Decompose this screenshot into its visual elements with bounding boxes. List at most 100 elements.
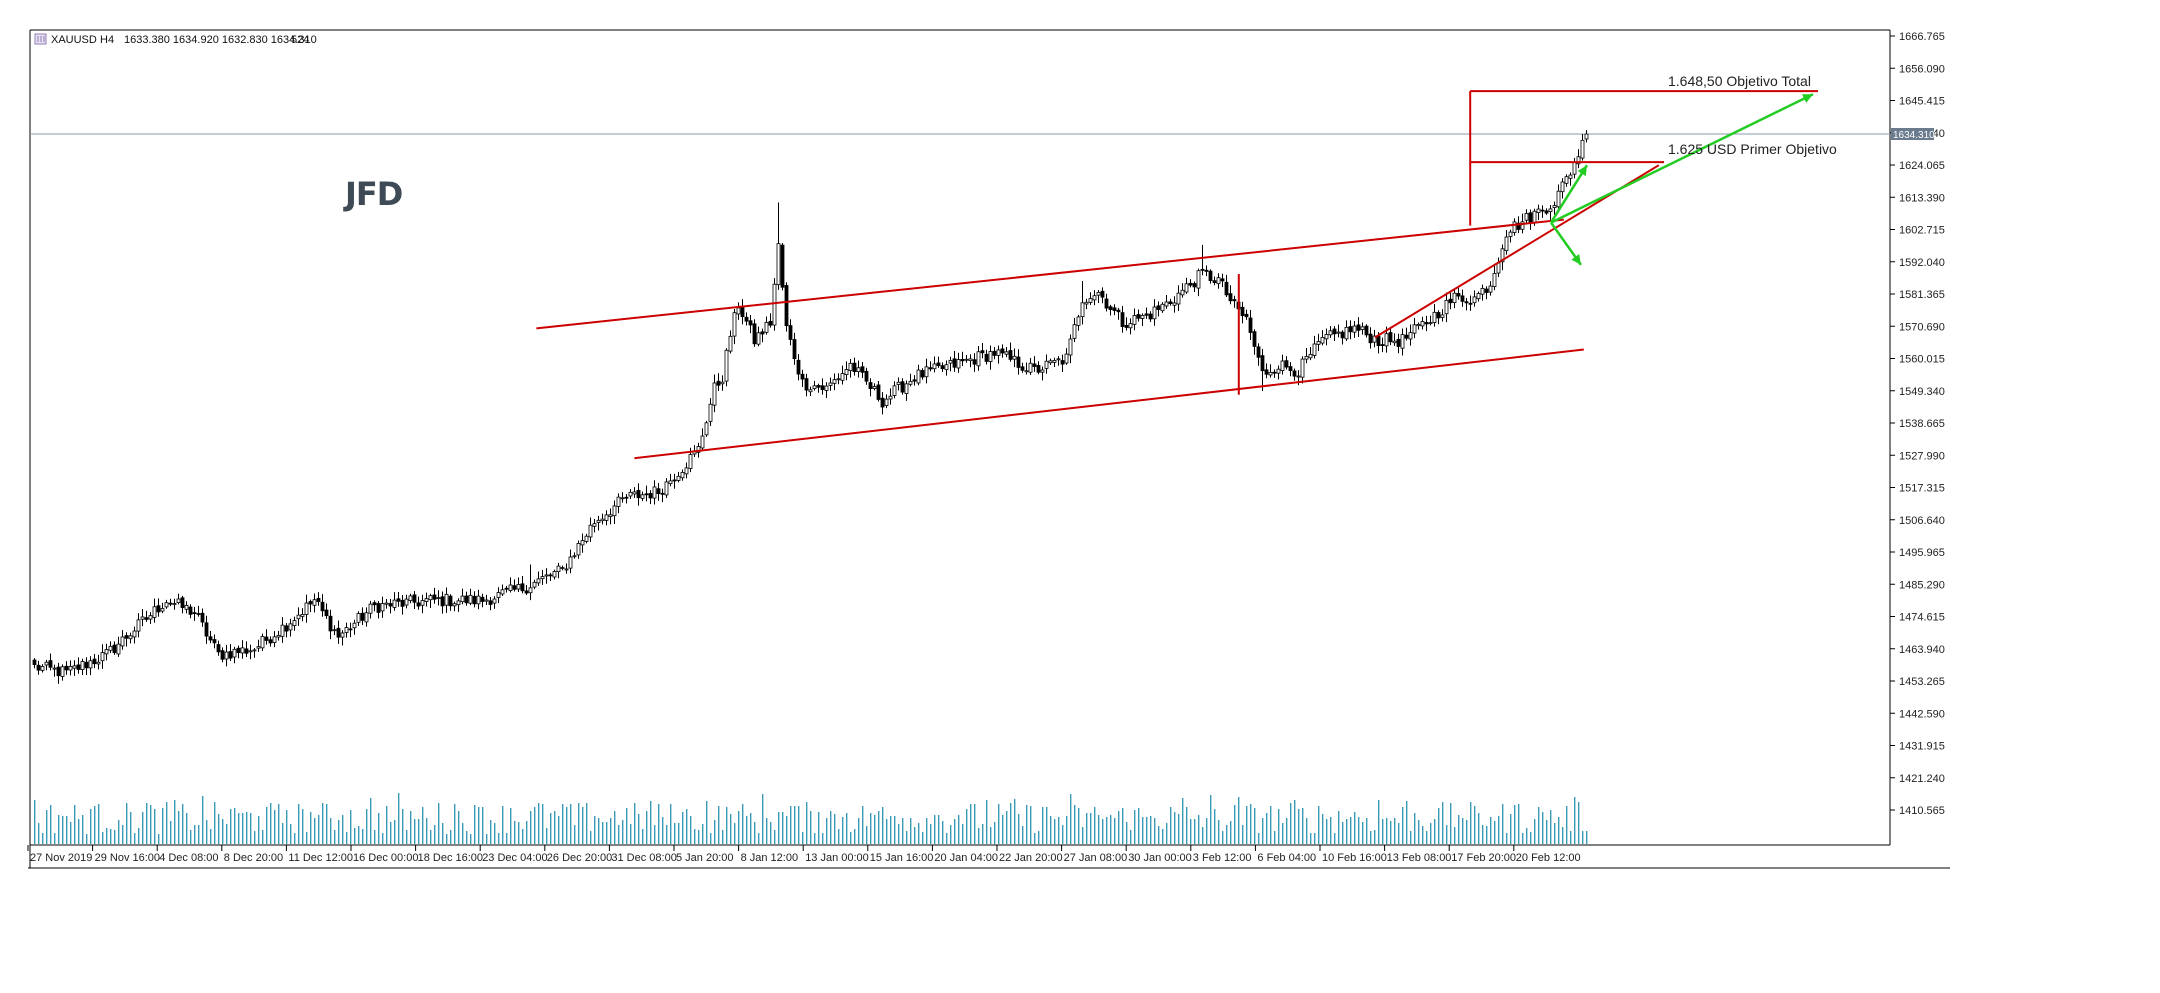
volume-bar (1426, 831, 1428, 844)
volume-bar (754, 822, 756, 844)
candle-body (1420, 321, 1425, 327)
candle-body (1332, 328, 1337, 335)
x-tick-label: 27 Jan 08:00 (1064, 852, 1128, 864)
candle-body (1360, 326, 1365, 330)
volume-bar (226, 824, 228, 844)
volume-bar (1490, 817, 1492, 844)
candle-body (176, 598, 181, 603)
volume-bar (1238, 797, 1240, 844)
candle-body (1508, 231, 1513, 237)
volume-bar (854, 829, 856, 844)
volume-bar (1558, 817, 1560, 844)
volume-bar (534, 807, 536, 844)
candle-body (224, 651, 229, 660)
candle-body (156, 605, 161, 613)
volume-bar (886, 819, 888, 844)
annotation-first-target: 1.625 USD Primer Objetivo (1668, 141, 1837, 157)
candle-body (956, 359, 961, 369)
candle-body (888, 395, 893, 400)
candle-body (1468, 302, 1473, 305)
volume-bar (1022, 826, 1024, 844)
volume-bar (274, 810, 276, 844)
candle-body (664, 481, 669, 496)
volume-bar (346, 832, 348, 844)
volume-bar (114, 830, 116, 844)
volume-bar (630, 824, 632, 844)
volume-bar (1406, 801, 1408, 844)
volume-bar (1526, 828, 1528, 844)
volume-bar (1570, 831, 1572, 844)
candle-body (1564, 176, 1569, 184)
volume-bar (1474, 806, 1476, 844)
candle-body (1240, 306, 1245, 316)
candle-body (1180, 289, 1185, 296)
volume-bar (1402, 807, 1404, 844)
candle-body (1536, 208, 1541, 213)
volume-bar (1374, 830, 1376, 844)
candle-body (556, 565, 561, 573)
volume-bar (858, 818, 860, 844)
volume-bar (774, 830, 776, 844)
volume-bar (1510, 814, 1512, 844)
candle-body (840, 373, 845, 381)
volume-bar (658, 804, 660, 844)
candle-body (1480, 287, 1485, 295)
volume-bar (1438, 808, 1440, 844)
candle-body (900, 381, 905, 393)
volume-bar (1038, 831, 1040, 844)
volume-bar (1298, 809, 1300, 844)
candle-body (204, 622, 209, 637)
y-tick-label: 1581.365 (1899, 289, 1945, 301)
volume-bar (682, 812, 684, 844)
volume-bar (86, 834, 88, 844)
volume-bar (746, 816, 748, 844)
candle-body (1212, 280, 1217, 284)
candle-body (1548, 208, 1553, 212)
candle-body (380, 603, 385, 612)
volume-bar (702, 824, 704, 844)
x-tick-label: 4 Dec 08:00 (159, 852, 218, 864)
volume-bar (126, 803, 128, 844)
candle-body (768, 320, 773, 326)
candle-body (672, 479, 677, 482)
x-tick-label: 5 Jan 20:00 (676, 852, 734, 864)
y-tick-label: 1538.665 (1899, 418, 1945, 430)
candle-body (1100, 290, 1105, 298)
candle-body (892, 385, 897, 396)
volume-bar (570, 804, 572, 844)
candle-body (364, 612, 369, 623)
candle-body (1308, 353, 1313, 359)
volume-bar (1246, 806, 1248, 844)
candle-body (1160, 303, 1165, 312)
candle-body (88, 660, 93, 669)
candle-body (1220, 278, 1225, 282)
volume-bar (498, 833, 500, 844)
volume-bar (186, 813, 188, 844)
candle-body (120, 636, 125, 647)
candle-body (232, 648, 237, 658)
candle-body (1348, 326, 1353, 333)
volume-bar (1170, 807, 1172, 844)
volume-bar (94, 806, 96, 844)
volume-bar (1094, 807, 1096, 844)
volume-bar (78, 819, 80, 844)
candle-body (144, 617, 149, 620)
volume-bar (1378, 800, 1380, 844)
x-axis: 27 Nov 2019 29 Nov 16:00 4 Dec 08:00 8 Dec … (27, 845, 1581, 864)
candle-body (216, 644, 221, 653)
candle-body (300, 614, 305, 617)
volume-bar (278, 804, 280, 844)
x-tick-label: 22 Jan 20:00 (999, 852, 1063, 864)
candle-body (396, 598, 401, 602)
candle-body (628, 491, 633, 497)
candle-body (1112, 307, 1117, 311)
volume-bar (414, 819, 416, 844)
arrow-total-target-head (1802, 94, 1813, 103)
candle-body (652, 486, 657, 499)
volume-bar (826, 818, 828, 844)
volume-bar (1450, 803, 1452, 844)
y-tick-label: 1453.265 (1899, 676, 1945, 688)
volume-bar (910, 818, 912, 844)
candle-body (316, 597, 321, 602)
volume-bar (602, 822, 604, 844)
